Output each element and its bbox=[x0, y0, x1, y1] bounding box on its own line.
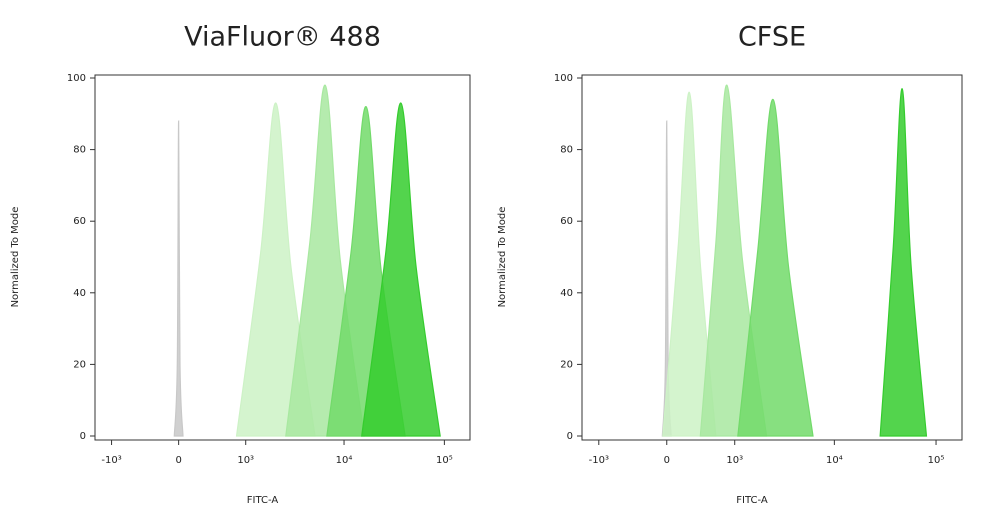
y-tick-label: 80 bbox=[560, 145, 573, 156]
histogram-area bbox=[662, 91, 717, 437]
x-tick-label: 10⁵ bbox=[436, 455, 453, 466]
plot bbox=[173, 84, 441, 437]
y-tick-label: 20 bbox=[560, 359, 573, 370]
x-tick-label: -10³ bbox=[589, 455, 609, 466]
histogram-area bbox=[361, 102, 441, 437]
plot-frame bbox=[581, 74, 963, 441]
histogram-area bbox=[737, 98, 814, 437]
y-axis-label: Normalized To Mode bbox=[497, 207, 508, 308]
x-axis-label: FITC-A bbox=[247, 495, 279, 506]
y-tick-label: 40 bbox=[73, 288, 86, 299]
x-tick-label: 0 bbox=[175, 455, 181, 466]
x-tick-label: -10³ bbox=[101, 455, 121, 466]
x-tick-label: 10³ bbox=[726, 455, 743, 466]
y-axis-label: Normalized To Mode bbox=[10, 207, 21, 308]
y-tick-label: 60 bbox=[560, 216, 573, 227]
x-tick-label: 10⁴ bbox=[826, 455, 843, 466]
chart-title: ViaFluor® 488 bbox=[184, 22, 381, 53]
y-tick-label: 20 bbox=[73, 359, 86, 370]
y-tick-label: 0 bbox=[567, 431, 573, 442]
chart-title: CFSE bbox=[738, 22, 806, 53]
histogram-area bbox=[879, 88, 928, 437]
x-tick-label: 10³ bbox=[237, 455, 254, 466]
x-axis-label: FITC-A bbox=[736, 495, 768, 506]
x-tick-label: 0 bbox=[664, 455, 670, 466]
x-tick-label: 10⁴ bbox=[336, 455, 353, 466]
plot-frame bbox=[94, 74, 471, 441]
y-tick-label: 40 bbox=[560, 288, 573, 299]
y-tick-label: 80 bbox=[73, 145, 86, 156]
y-tick-label: 100 bbox=[554, 73, 573, 84]
y-tick-label: 100 bbox=[67, 73, 86, 84]
y-tick-label: 60 bbox=[73, 216, 86, 227]
plot bbox=[661, 84, 928, 437]
y-tick-label: 0 bbox=[80, 431, 86, 442]
histogram-area bbox=[173, 120, 184, 437]
x-tick-label: 10⁵ bbox=[928, 455, 945, 466]
